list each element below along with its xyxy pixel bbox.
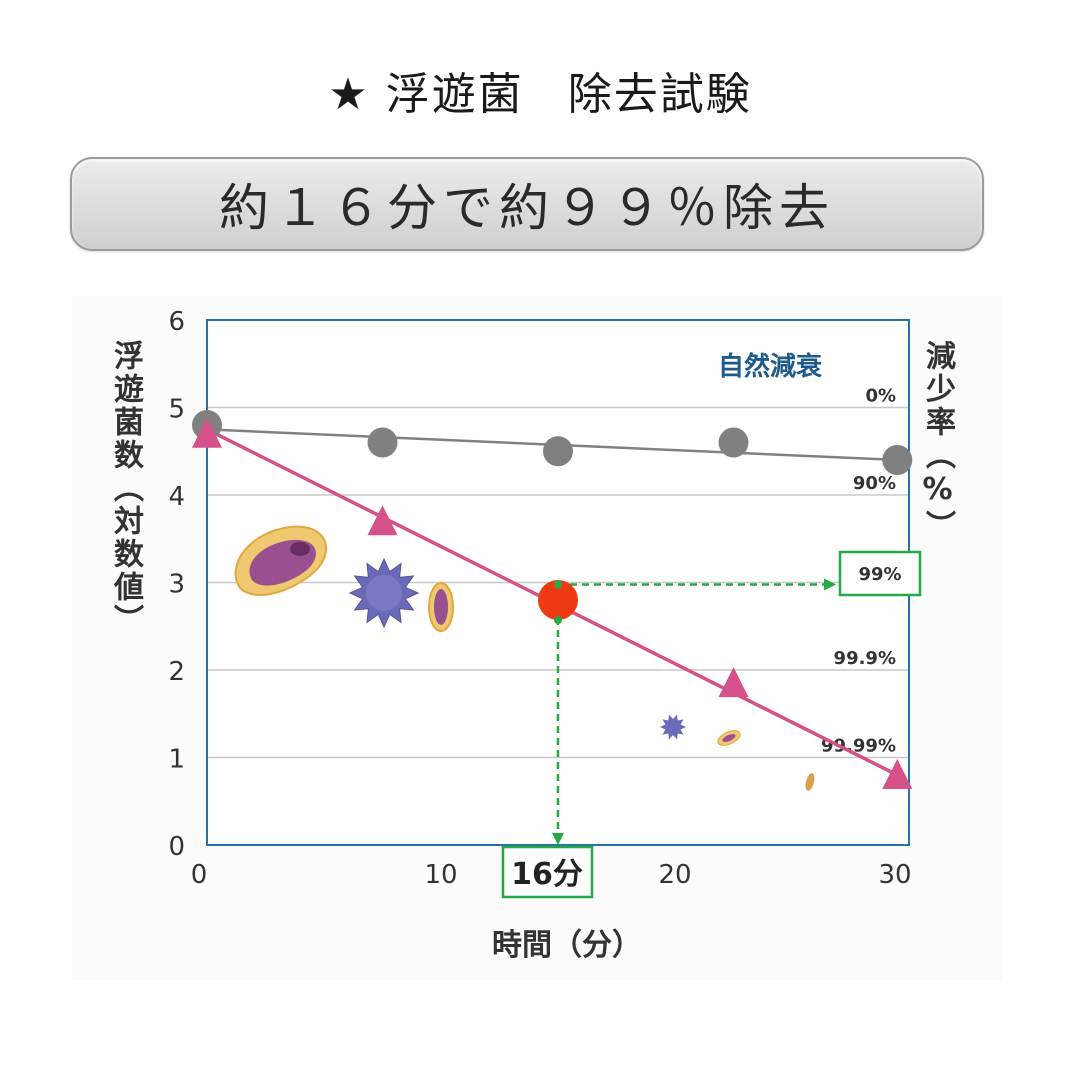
highlight-point — [538, 580, 578, 620]
reduction-rate-label: 99.99% — [821, 736, 896, 757]
reduction-rate-label: 90% — [853, 473, 896, 494]
natural-decay-label: 自然減衰 — [718, 351, 823, 382]
natural-decay-point — [543, 436, 573, 467]
x-tick-label: 10 — [424, 860, 457, 890]
arrow-head — [552, 833, 564, 845]
highlight-time-box — [501, 845, 594, 899]
reduction-rate-label: 0% — [865, 386, 896, 407]
bacteria-illustration — [660, 714, 686, 740]
highlight-percent-label: 99% — [858, 564, 901, 585]
arrow-head — [824, 578, 836, 591]
natural-decay-point — [718, 427, 749, 458]
removal-point — [718, 667, 749, 698]
guide-dot — [554, 616, 562, 624]
removal-point — [367, 505, 398, 536]
removal-point — [882, 759, 913, 789]
y-tick-label: 5 — [168, 395, 185, 425]
reduction-rate-label: 99.9% — [834, 648, 896, 669]
x-tick-label: 20 — [658, 860, 691, 890]
natural-decay-point — [367, 427, 398, 458]
bacteria-illustration — [805, 773, 815, 791]
y-tick-label: 4 — [168, 482, 185, 512]
y-tick-label: 1 — [168, 745, 185, 775]
result-banner: 約１６分で約９９％除去 — [70, 157, 984, 251]
y2-axis-label: 減少率（%） — [920, 340, 955, 543]
heading-part2: 除去試験 — [567, 69, 752, 120]
bacteria-illustration — [290, 542, 310, 556]
bacteria-illustration — [434, 589, 448, 625]
page-heading: ★ 浮遊菌 除去試験 — [0, 58, 1080, 122]
banner-text: 約１６分で約９９％除去 — [219, 179, 835, 237]
bacteria-illustration — [366, 575, 402, 611]
natural-decay-point — [882, 445, 913, 475]
x-tick-label: 0 — [191, 860, 208, 890]
removal-point — [192, 417, 222, 448]
y-tick-label: 3 — [168, 570, 185, 600]
y-tick-label: 2 — [168, 657, 185, 687]
y-tick-label: 6 — [168, 307, 185, 337]
y-tick-label: 0 — [168, 832, 185, 862]
highlight-percent-box — [838, 550, 922, 597]
y-axis-label: 浮遊菌数（対数値） — [108, 340, 143, 637]
x-axis-label: 時間（分） — [492, 928, 642, 963]
highlight-time-label: 16分 — [511, 857, 583, 892]
x-tick-label: 30 — [878, 860, 911, 890]
heading-part1: 浮遊菌 — [385, 69, 524, 120]
guide-dot — [554, 580, 562, 589]
star-icon: ★ — [328, 69, 370, 120]
bacteria-illustration — [722, 733, 736, 743]
